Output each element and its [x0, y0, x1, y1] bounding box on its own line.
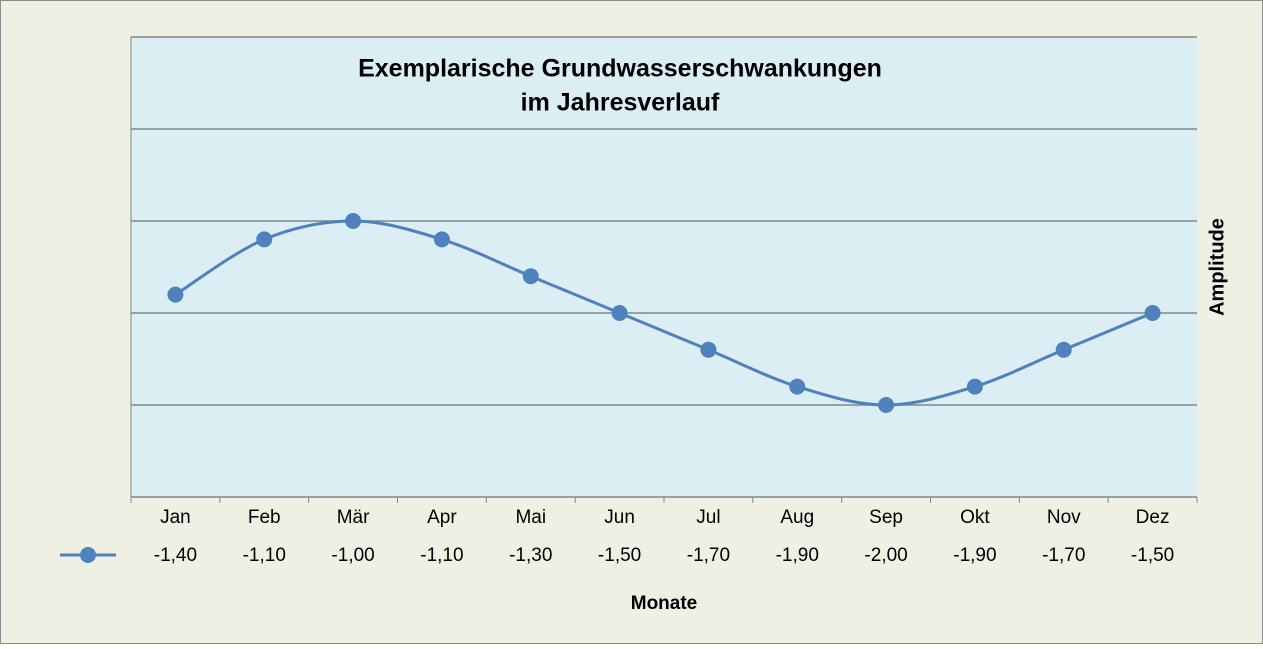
y-axis-title: Amplitude [1206, 218, 1228, 316]
x-tick-label: Mär [337, 507, 370, 528]
plot-area [131, 37, 1197, 497]
data-point [167, 286, 184, 303]
data-table-value: -1,70 [1042, 545, 1085, 566]
data-table-value: -1,50 [598, 545, 641, 566]
data-point [611, 305, 628, 321]
x-tick-label: Jan [160, 507, 191, 528]
data-table-value: -1,50 [1131, 545, 1174, 566]
data-table-value: -1,30 [509, 545, 552, 566]
data-point [789, 378, 806, 395]
data-point [345, 213, 362, 229]
x-tick-label: Feb [248, 507, 281, 528]
data-table-value: -1,00 [331, 545, 374, 566]
data-point [1055, 341, 1072, 358]
data-point [878, 397, 895, 413]
x-tick-label: Aug [780, 507, 814, 528]
data-point [433, 231, 450, 248]
chart-title: Exemplarische Grundwasserschwankungen [358, 55, 882, 83]
x-tick-label: Nov [1047, 507, 1081, 528]
chart-title: im Jahresverlauf [521, 89, 720, 117]
x-tick-label: Dez [1136, 507, 1170, 528]
data-table-value: -1,40 [154, 545, 197, 566]
x-tick-label: Okt [960, 507, 990, 528]
data-table-value: -1,10 [243, 545, 286, 566]
data-point [1144, 305, 1161, 321]
x-tick-label: Apr [427, 507, 457, 528]
data-table-value: -1,90 [776, 545, 819, 566]
data-point [522, 268, 539, 285]
data-point [966, 378, 983, 395]
data-table-value: -2,00 [864, 545, 907, 566]
x-tick-label: Jun [604, 507, 635, 528]
data-table-value: -1,10 [420, 545, 463, 566]
x-tick-label: Mai [515, 507, 546, 528]
data-point [700, 341, 717, 358]
data-table-value: -1,70 [687, 545, 730, 566]
legend-marker [80, 547, 96, 563]
x-tick-label: Jul [696, 507, 720, 528]
data-point [256, 231, 273, 248]
x-axis-title: Monate [631, 593, 698, 614]
x-tick-label: Sep [869, 507, 903, 528]
data-table-value: -1,90 [953, 545, 996, 566]
